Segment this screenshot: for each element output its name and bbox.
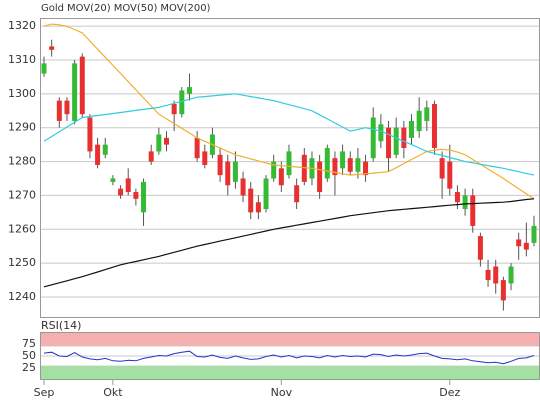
candle-body [41,63,47,74]
candle-body [500,280,506,301]
candle-body [493,266,499,284]
candle-body [255,202,261,213]
candle-body [202,151,208,165]
candle-body [179,90,185,115]
y-tick-label: 1260 [8,222,36,235]
rsi-title: RSI(14) [41,319,81,332]
candle-body [447,161,453,189]
candle-body [363,161,369,176]
candle-body [324,148,330,179]
moving-average [43,23,535,200]
y-tick-label: 1250 [8,256,36,269]
candle-body [232,161,238,182]
candle-body [340,151,346,169]
y-tick-label: 1240 [8,290,36,303]
candle-body [401,127,407,149]
candle-body [102,144,108,155]
candle-body [370,117,376,159]
y-tick-label: 75 [22,337,36,350]
candle-body [355,158,361,172]
candle-body [424,107,430,121]
rsi-line [43,350,535,365]
y-tick-label: 1300 [8,87,36,100]
candle-body [347,158,353,172]
candle-body [439,158,445,179]
y-tick-label: 1320 [8,19,36,32]
candle-body [332,158,338,176]
x-tick-label: Sep [34,386,55,399]
y-tick-label: 25 [22,361,36,374]
candle-body [118,188,124,196]
candle-body [508,266,514,284]
candle-body [470,195,476,226]
candle-body [477,236,483,260]
candle-body [171,104,177,115]
candle-body [378,124,384,142]
legend-item: MOV(50) [114,3,158,14]
candle-body [294,185,300,203]
candle-body [531,225,537,243]
candle-body [217,154,223,176]
candle-body [64,100,70,115]
candle-body [49,46,55,50]
moving-average [43,93,535,176]
moving-average [43,198,535,288]
legend-item: Gold [41,3,64,14]
x-tick-label: Nov [271,386,293,399]
candle-body [125,178,131,193]
candle-body [248,188,254,213]
y-tick-label: 1290 [8,121,36,134]
legend-item: MOV(200) [160,3,210,14]
candle-body [516,239,522,247]
candle-body [485,269,491,281]
candle-body [462,195,468,209]
candle-body [79,56,85,115]
legend-item: MOV(20) [67,3,111,14]
candle-body [95,144,101,165]
y-tick-label: 1310 [8,53,36,66]
y-tick-label: 1280 [8,155,36,168]
candle-body [133,192,139,199]
candle-body [225,161,231,186]
candle-body [386,127,392,159]
candle-body [87,117,93,152]
candle-body [56,100,62,121]
candle-body [194,137,200,159]
candle-body [110,178,116,182]
candle-body [271,161,277,179]
candle-body [72,63,78,121]
candle-body [164,137,169,145]
candle-body [317,161,323,193]
candle-body [141,181,147,213]
candle-body [431,104,437,149]
x-tick-label: Okt [103,386,123,399]
band [40,332,540,347]
candle-body [278,168,284,186]
candle-body [156,134,162,152]
y-tick-label: 1270 [8,188,36,201]
candle-body [409,120,414,138]
candle-body [454,192,460,203]
candle-body [286,151,292,176]
y-tick-label: 50 [22,349,36,362]
candle-body [523,242,529,250]
candle-body [301,154,307,182]
candle-body [186,87,192,94]
candle-body [393,127,399,155]
candle-body [416,110,422,132]
legend: Gold MOV(20) MOV(50) MOV(200) [41,3,211,14]
candle-body [263,178,269,209]
candle-body [148,151,154,162]
candle-body [240,178,246,196]
x-tick-label: Dez [439,386,460,399]
band [40,365,540,380]
